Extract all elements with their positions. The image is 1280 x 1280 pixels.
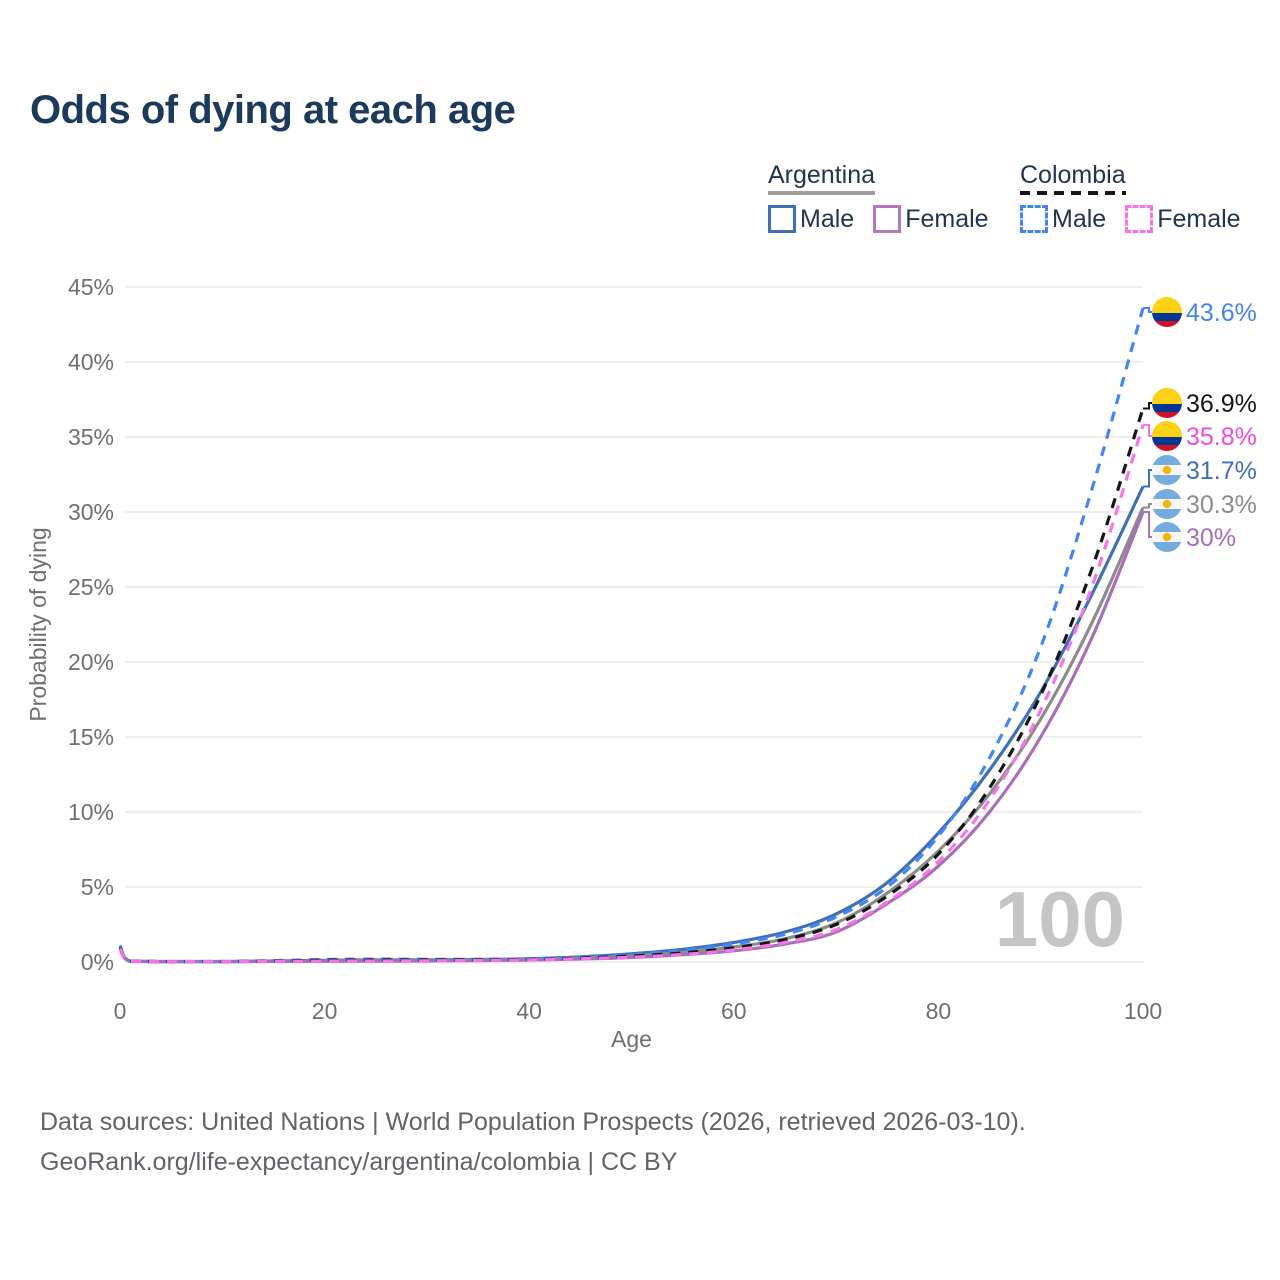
curve-colombia-both[interactable]	[118, 408, 1145, 964]
leader-colombia-male	[1143, 307, 1152, 313]
y-tick-20: 20%	[68, 649, 114, 675]
leader-argentina-female	[1143, 511, 1152, 538]
y-tick-45: 45%	[68, 274, 114, 300]
x-axis-title: Age	[611, 1026, 652, 1052]
x-tick-0: 0	[114, 998, 127, 1024]
end-label-colombia-male: 43.6%	[1186, 299, 1257, 327]
x-tick-80: 80	[926, 998, 952, 1024]
flag-icon-argentina-argentina-male	[1152, 455, 1182, 485]
page-title: Odds of dying at each age	[30, 88, 516, 132]
leader-argentina-both	[1143, 503, 1152, 509]
flag-icon-colombia-colombia-female	[1152, 421, 1182, 451]
y-tick-5: 5%	[81, 874, 114, 900]
end-label-argentina-female: 30%	[1186, 524, 1236, 552]
attribution-link[interactable]: GeoRank.org/life-expectancy/argentina/co…	[40, 1148, 678, 1176]
legend-label-colombia-female: Female	[1157, 205, 1241, 233]
end-label-colombia-both: 36.9%	[1186, 390, 1257, 418]
end-label-argentina-male: 31.7%	[1186, 457, 1257, 485]
curve-colombia-male[interactable]	[118, 307, 1145, 964]
legend-item-colombia-male[interactable]: Male	[1020, 205, 1106, 233]
legend-item-argentina-male[interactable]: Male	[768, 205, 854, 233]
y-tick-30: 30%	[68, 499, 114, 525]
data-source-line: Data sources: United Nations | World Pop…	[40, 1108, 1026, 1136]
x-tick-60: 60	[721, 998, 747, 1024]
y-tick-40: 40%	[68, 349, 114, 375]
x-tick-40: 40	[516, 998, 542, 1024]
curve-argentina-both[interactable]	[118, 506, 1145, 964]
leader-argentina-male	[1143, 469, 1152, 488]
legend-group-colombia: Colombia Male Female	[1020, 162, 1241, 233]
legend-swatch-argentina-male	[768, 205, 796, 233]
legend-swatch-argentina-female	[873, 205, 902, 233]
end-label-argentina-both: 30.3%	[1186, 491, 1257, 519]
legend-swatch-colombia-male	[1020, 205, 1048, 233]
legend-line-sample-argentina	[768, 191, 875, 195]
leader-colombia-both	[1143, 402, 1152, 410]
y-tick-0: 0%	[81, 949, 114, 975]
flag-icon-argentina-argentina-female	[1152, 522, 1182, 552]
legend-line-sample-colombia	[1020, 191, 1126, 195]
curve-argentina-male[interactable]	[118, 485, 1145, 964]
legend-label-argentina-male: Male	[800, 205, 855, 233]
end-label-colombia-female: 35.8%	[1186, 423, 1257, 451]
legend-country-argentina: Argentina	[768, 161, 876, 189]
curve-colombia-female[interactable]	[118, 424, 1145, 964]
legend-country-colombia: Colombia	[1020, 161, 1126, 189]
legend-label-colombia-male: Male	[1052, 205, 1107, 233]
x-tick-20: 20	[312, 998, 338, 1024]
y-tick-25: 25%	[68, 574, 114, 600]
y-tick-15: 15%	[68, 724, 114, 750]
legend-item-argentina-female[interactable]: Female	[873, 205, 989, 233]
y-axis-title: Probability of dying	[25, 527, 51, 721]
watermark-age-100: 100	[995, 875, 1125, 963]
legend-item-colombia-female[interactable]: Female	[1125, 205, 1241, 233]
flag-icon-argentina-argentina-both	[1152, 489, 1182, 519]
flag-icon-colombia-colombia-male	[1152, 297, 1182, 327]
y-tick-35: 35%	[68, 424, 114, 450]
x-tick-100: 100	[1124, 998, 1162, 1024]
chart-legend: Argentina Male Female Colombia Male	[0, 162, 1280, 242]
legend-label-argentina-female: Female	[905, 205, 989, 233]
flag-icon-colombia-colombia-both	[1152, 388, 1182, 418]
legend-group-argentina: Argentina Male Female	[768, 162, 989, 233]
leader-colombia-female	[1143, 424, 1152, 437]
legend-swatch-colombia-female	[1125, 205, 1154, 233]
y-tick-10: 10%	[68, 799, 114, 825]
